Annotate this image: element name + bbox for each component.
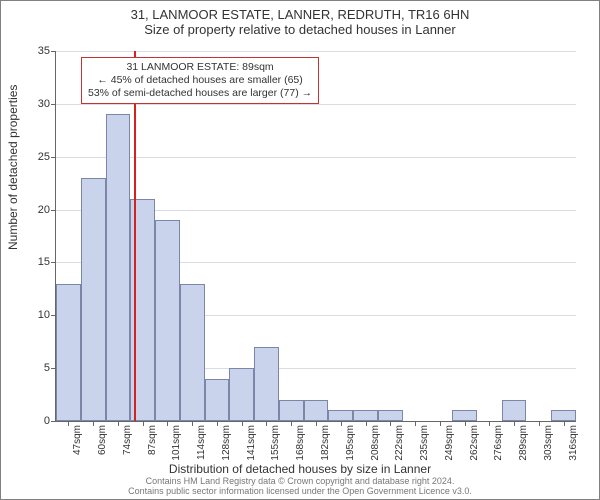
x-tickmark [440, 421, 441, 426]
x-tick-label: 182sqm [320, 425, 331, 461]
x-tickmark [316, 421, 317, 426]
annotation-line-1: 31 LANMOOR ESTATE: 89sqm [88, 61, 312, 74]
bar [279, 400, 304, 421]
bar [551, 410, 576, 421]
x-tick-label: 303sqm [543, 425, 554, 461]
bar [180, 284, 205, 421]
x-tickmark [465, 421, 466, 426]
bar [378, 410, 403, 421]
x-tick-label: 141sqm [246, 425, 257, 461]
y-tickmark [51, 104, 56, 105]
y-tick-label: 0 [25, 415, 50, 427]
x-axis-label: Distribution of detached houses by size … [1, 462, 599, 476]
x-tickmark [514, 421, 515, 426]
y-tick-label: 10 [25, 309, 50, 321]
bar [155, 220, 180, 421]
x-tickmark [192, 421, 193, 426]
bar [254, 347, 279, 421]
y-tick-label: 5 [25, 362, 50, 374]
x-tick-label: 87sqm [147, 425, 158, 455]
x-tick-label: 101sqm [171, 425, 182, 461]
x-tickmark [366, 421, 367, 426]
x-tick-label: 114sqm [196, 425, 207, 460]
x-tick-label: 235sqm [419, 425, 430, 461]
x-tick-label: 249sqm [444, 425, 455, 461]
x-tickmark [341, 421, 342, 426]
x-tickmark [93, 421, 94, 426]
x-tick-label: 289sqm [518, 425, 529, 461]
y-tick-label: 35 [25, 45, 50, 57]
x-tick-label: 168sqm [295, 425, 306, 461]
x-tickmark [143, 421, 144, 426]
y-tick-label: 15 [25, 256, 50, 268]
bar [328, 410, 353, 421]
y-tickmark [51, 421, 56, 422]
x-tick-label: 262sqm [469, 425, 480, 461]
x-tickmark [266, 421, 267, 426]
x-tickmark [68, 421, 69, 426]
footer: Contains HM Land Registry data © Crown c… [1, 477, 599, 497]
y-axis-label: Number of detached properties [6, 85, 20, 250]
chart-frame: 31, LANMOOR ESTATE, LANNER, REDRUTH, TR1… [0, 0, 600, 500]
x-tick-label: 128sqm [221, 425, 232, 461]
x-tickmark [564, 421, 565, 426]
marker-line [134, 51, 136, 421]
annotation-box: 31 LANMOOR ESTATE: 89sqm← 45% of detache… [81, 57, 319, 104]
x-tickmark [390, 421, 391, 426]
x-tick-label: 195sqm [345, 425, 356, 461]
x-tick-label: 208sqm [370, 425, 381, 461]
bar [106, 114, 131, 421]
y-tick-label: 30 [25, 98, 50, 110]
plot-wrap: 47sqm60sqm74sqm87sqm101sqm114sqm128sqm14… [55, 51, 575, 421]
annotation-line-3: 53% of semi-detached houses are larger (… [88, 87, 312, 100]
bar [81, 178, 106, 421]
annotation-line-2: ← 45% of detached houses are smaller (65… [88, 74, 312, 87]
bar [205, 379, 230, 421]
chart-title: 31, LANMOOR ESTATE, LANNER, REDRUTH, TR1… [1, 7, 599, 22]
x-tickmark [291, 421, 292, 426]
bar [56, 284, 81, 421]
y-tick-label: 20 [25, 204, 50, 216]
x-tickmark [167, 421, 168, 426]
bar [502, 400, 527, 421]
bar [229, 368, 254, 421]
x-tickmark [489, 421, 490, 426]
y-tickmark [51, 157, 56, 158]
y-tickmark [51, 51, 56, 52]
footer-line-2: Contains public sector information licen… [1, 487, 599, 497]
chart-subtitle: Size of property relative to detached ho… [1, 22, 599, 37]
x-tick-label: 74sqm [122, 425, 133, 455]
y-tickmark [51, 262, 56, 263]
x-tickmark [415, 421, 416, 426]
x-tickmark [118, 421, 119, 426]
bar [353, 410, 378, 421]
plot-area: 47sqm60sqm74sqm87sqm101sqm114sqm128sqm14… [55, 51, 576, 422]
y-tick-label: 25 [25, 151, 50, 163]
titles: 31, LANMOOR ESTATE, LANNER, REDRUTH, TR1… [1, 1, 599, 37]
x-tickmark [242, 421, 243, 426]
x-tickmark [539, 421, 540, 426]
x-tick-label: 155sqm [270, 425, 281, 461]
x-tick-label: 47sqm [72, 425, 83, 455]
x-tickmark [217, 421, 218, 426]
bar [452, 410, 477, 421]
bar [304, 400, 329, 421]
x-tick-label: 316sqm [568, 425, 579, 461]
x-tick-label: 60sqm [97, 425, 108, 455]
x-tick-label: 222sqm [394, 425, 405, 461]
x-tick-label: 276sqm [493, 425, 504, 461]
y-tickmark [51, 210, 56, 211]
